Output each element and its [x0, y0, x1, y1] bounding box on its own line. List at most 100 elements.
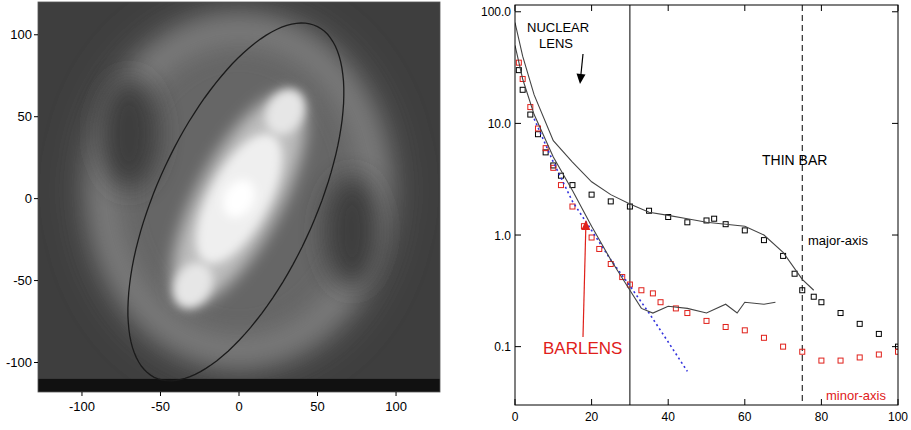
- x-tick: [821, 399, 822, 405]
- x-tick: [668, 5, 669, 11]
- profile-point: [819, 358, 824, 363]
- bar-end: [166, 256, 220, 315]
- x-tick: [821, 5, 822, 11]
- barlens: [179, 121, 300, 276]
- profile-point: [876, 331, 881, 336]
- bar: [145, 71, 334, 326]
- x-tick-label: 0: [512, 410, 519, 424]
- annotation-line: LENS: [539, 36, 573, 51]
- y-tick-label: -100: [6, 355, 32, 370]
- bar-end: [258, 82, 312, 141]
- y-tick: [892, 123, 898, 124]
- profile-point: [639, 288, 644, 293]
- x-tick-label: 60: [738, 410, 752, 424]
- x-tick: [898, 5, 899, 11]
- profile-point: [570, 204, 575, 209]
- profile-point: [685, 311, 690, 316]
- plot-frame: [515, 5, 898, 405]
- y-tick: [515, 235, 521, 236]
- x-tick-label: 20: [585, 410, 599, 424]
- nuclear-lens-label: NUCLEARLENS: [527, 20, 589, 51]
- y-tick: [892, 11, 898, 12]
- profile-point: [761, 335, 766, 340]
- profile-point: [608, 199, 613, 204]
- y-tick: [515, 123, 521, 124]
- profile-point: [704, 318, 709, 323]
- y-tick-label: 50: [18, 109, 32, 124]
- dark-patch: [99, 78, 159, 188]
- y-tick: [34, 362, 38, 363]
- profile-point: [800, 349, 805, 354]
- x-tick: [515, 399, 516, 405]
- x-tick: [160, 392, 161, 396]
- profile-point: [685, 220, 690, 225]
- y-tick: [34, 198, 38, 199]
- y-tick: [34, 116, 38, 117]
- annotation-arrow: [581, 54, 583, 74]
- x-tick-label: 100: [385, 399, 407, 414]
- x-tick-label: 40: [662, 410, 676, 424]
- y-tick-label: 100: [10, 27, 32, 42]
- x-tick: [396, 392, 397, 396]
- x-tick-label: 50: [310, 399, 324, 414]
- x-tick: [744, 399, 745, 405]
- profile-point: [819, 300, 824, 305]
- major-axis-label: major-axis: [808, 233, 868, 248]
- barlens-label: BARLENS: [543, 339, 622, 358]
- profile-point: [528, 112, 533, 117]
- profile-point: [535, 132, 540, 137]
- profile-point: [597, 246, 602, 251]
- x-tick-label: -100: [69, 399, 95, 414]
- x-tick: [81, 392, 82, 396]
- profile-point: [876, 352, 881, 357]
- bar-outer: [147, 75, 332, 323]
- x-tick: [591, 5, 592, 11]
- profile-point: [520, 87, 525, 92]
- y-tick: [515, 346, 521, 347]
- plot-data: [515, 5, 898, 405]
- y-tick-label: 100.0: [481, 5, 511, 19]
- x-tick: [591, 399, 592, 405]
- x-tick-label: 80: [815, 410, 829, 424]
- annotation-arrow: [583, 230, 586, 337]
- profile-point: [558, 183, 563, 188]
- x-tick-label: 0: [235, 399, 242, 414]
- y-tick-label: 0: [25, 191, 32, 206]
- x-tick-label: 100: [888, 410, 908, 424]
- y-tick-label: 0.1: [494, 340, 511, 354]
- profile-point: [742, 228, 747, 233]
- profile-point: [589, 235, 594, 240]
- dark-patch: [324, 176, 380, 286]
- profile-point: [742, 328, 747, 333]
- profile-point: [857, 355, 862, 360]
- profile-point: [781, 344, 786, 349]
- x-tick: [317, 392, 318, 396]
- profile-point: [589, 192, 594, 197]
- arrow-head: [577, 74, 586, 84]
- profile-point: [838, 358, 843, 363]
- profile-point: [658, 300, 663, 305]
- halo: [89, 15, 389, 365]
- core: [216, 174, 261, 223]
- profile-line: [515, 45, 775, 313]
- vertical-line: [629, 5, 630, 405]
- x-tick: [239, 392, 240, 396]
- profile-point: [650, 291, 655, 296]
- isophote-ellipse: [128, 23, 344, 381]
- profile-point: [838, 311, 843, 316]
- y-tick: [34, 34, 38, 35]
- annotation-line: NUCLEAR: [527, 20, 589, 35]
- image-frame: [38, 2, 440, 392]
- thin-bar-label: THIN BAR: [762, 152, 827, 168]
- profile-point: [811, 294, 816, 299]
- profile-point: [543, 146, 548, 151]
- x-tick-label: -50: [151, 399, 170, 414]
- figure: -100 -50 0 50 100 -100 -50 0 50 100 0 20 40 60 80 100 0.…: [0, 0, 911, 430]
- x-tick: [515, 5, 516, 11]
- y-tick-label: 10.0: [488, 117, 512, 131]
- y-tick-label: 1.0: [494, 229, 511, 243]
- profile-point: [800, 288, 805, 293]
- y-tick-label: -50: [13, 273, 32, 288]
- x-tick: [898, 399, 899, 405]
- minor-axis-label: minor-axis: [826, 388, 886, 403]
